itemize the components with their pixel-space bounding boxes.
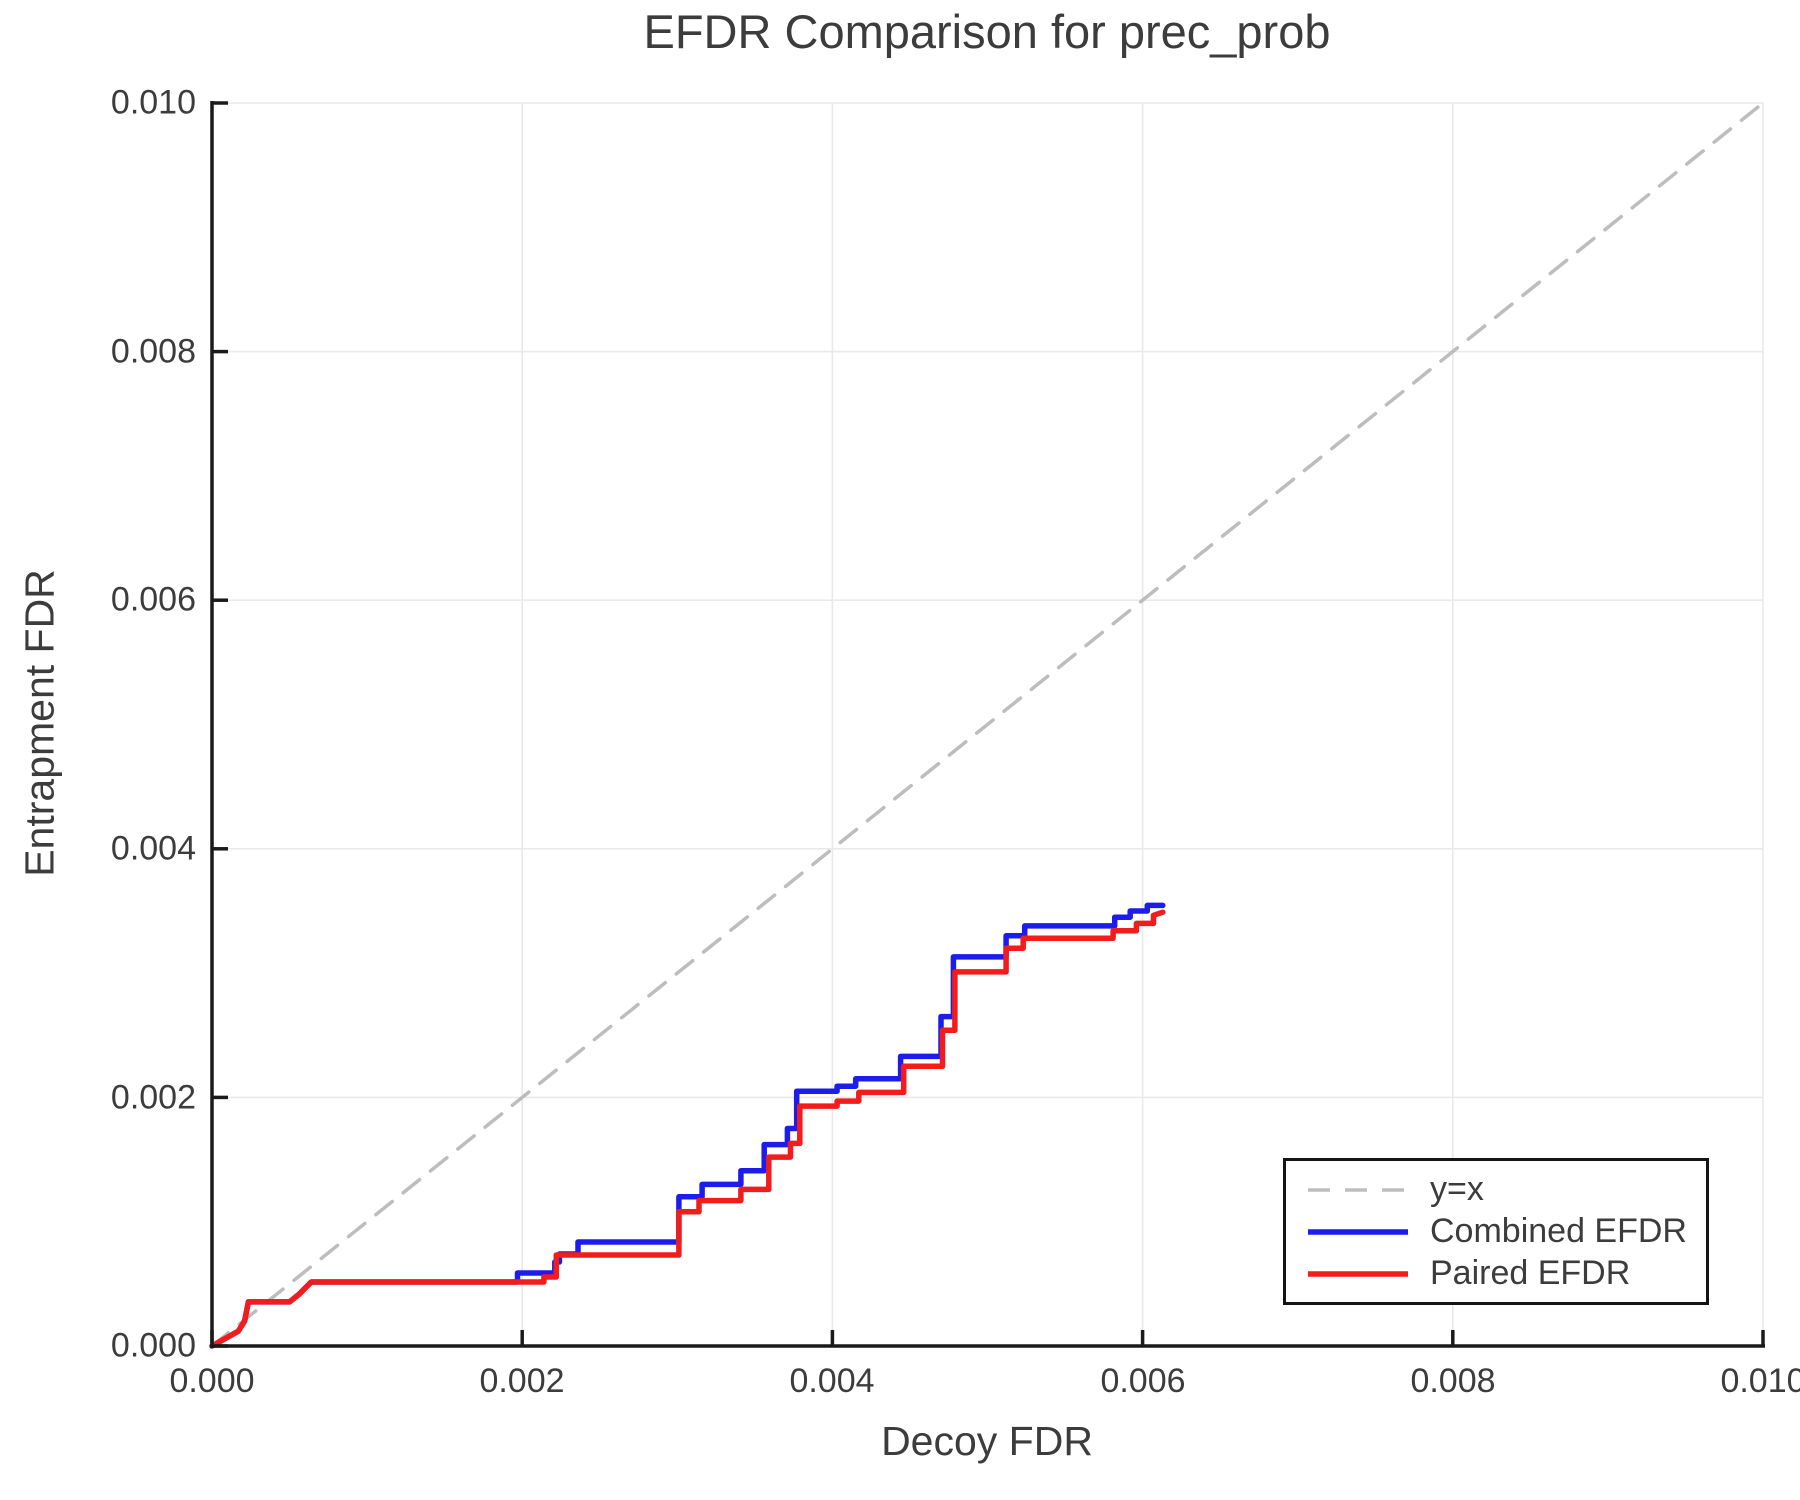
- x-tick-label: 0.010: [1720, 1362, 1800, 1400]
- legend-entry-paired: Paired EFDR: [1306, 1254, 1706, 1293]
- y-tick-label: 0.004: [110, 829, 196, 868]
- x-tick-label: 0.006: [1100, 1362, 1186, 1400]
- chart-title: EFDR Comparison for prec_prob: [643, 5, 1331, 58]
- y-tick-label: 0.010: [110, 83, 196, 122]
- x-tick-label: 0.000: [169, 1362, 255, 1400]
- paired-line-swatch: [1308, 1270, 1408, 1277]
- identity-line-swatch: [1308, 1187, 1408, 1192]
- legend: y=x Combined EFDR Paired EFDR: [1283, 1158, 1709, 1305]
- x-tick-label: 0.008: [1410, 1362, 1496, 1400]
- legend-label: Paired EFDR: [1430, 1254, 1631, 1292]
- y-tick-label: 0.002: [110, 1078, 196, 1117]
- legend-entry-identity: y=x: [1306, 1170, 1706, 1209]
- y-tick-label: 0.006: [110, 580, 196, 619]
- legend-entry-combined: Combined EFDR: [1306, 1212, 1706, 1251]
- x-tick-label: 0.004: [789, 1362, 875, 1400]
- y-tick-label: 0.000: [110, 1326, 196, 1365]
- x-tick-label: 0.002: [479, 1362, 565, 1400]
- combined-line-swatch: [1308, 1228, 1408, 1235]
- legend-label: Combined EFDR: [1430, 1212, 1687, 1250]
- y-tick-label: 0.008: [110, 332, 196, 371]
- legend-label: y=x: [1430, 1170, 1484, 1208]
- x-axis-label: Decoy FDR: [881, 1418, 1093, 1464]
